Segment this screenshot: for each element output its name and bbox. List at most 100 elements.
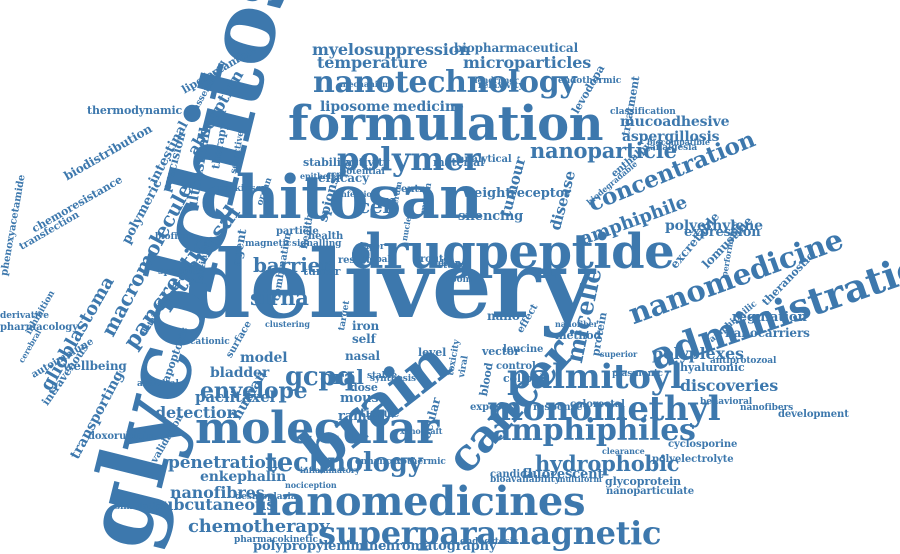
word-parkinson: parkinson — [218, 184, 268, 194]
word-enhancer: enhancer — [355, 457, 402, 467]
word-receptor: receptor — [510, 186, 571, 201]
word-drugpeptide: drugpeptide — [350, 224, 675, 280]
word-centre: centre — [395, 184, 431, 195]
word-temperature: temperature — [317, 53, 428, 72]
word-stability: stability — [303, 156, 353, 169]
word-barrier: barrier — [253, 253, 331, 277]
word-behavioral: behavioral — [700, 397, 753, 407]
word-penetration: penetration — [168, 453, 278, 473]
word-weight: weight — [463, 186, 512, 201]
word-antiprotozoal: antiprotozoal — [710, 356, 777, 366]
word-biocompatible: biocompatible — [647, 137, 710, 147]
word-expression: expression — [684, 225, 761, 240]
word-delivery: delivery — [185, 230, 594, 340]
word-method: method — [555, 329, 602, 342]
word-bladder: bladder — [210, 365, 270, 381]
word-exothermic: exothermic — [390, 457, 446, 467]
word-cell: cell — [358, 194, 398, 218]
word-liposome: liposome — [320, 99, 390, 115]
word-pharmacokinetic: pharmacokinetic — [234, 535, 318, 545]
word-model: model — [240, 350, 288, 366]
word-sirna: sirna — [250, 285, 309, 310]
word-envelope: envelope — [200, 378, 308, 404]
word-mechanism: mechanism — [340, 79, 391, 89]
word-inflammatory: inflammatory — [300, 465, 360, 475]
word-wellbeing: wellbeing — [63, 359, 127, 373]
word-xenograft: xenograft — [400, 426, 443, 436]
word-polymer: polymer — [337, 140, 481, 178]
word-chemotherapy: chemotherapy — [188, 516, 330, 537]
word-nano: nano — [487, 309, 520, 323]
word-multiform: multiform — [557, 474, 602, 484]
word-vector: vector — [482, 345, 520, 358]
word-health: health — [308, 231, 344, 242]
word-colloid: colloid — [503, 372, 544, 385]
word-formulation: formulation — [288, 96, 604, 152]
word-relaxivity: relaxivity — [478, 81, 524, 91]
word-viral: viral — [457, 354, 471, 379]
word-cyclosporine: cyclosporine — [668, 439, 738, 450]
word-monomethyl: monomethyl — [487, 389, 721, 429]
word-drop: drop — [438, 259, 461, 269]
word-technology: technology — [265, 448, 423, 478]
word-control: control — [496, 361, 536, 372]
word-medicine: medicine — [393, 99, 464, 115]
word-tissue: tissue — [360, 406, 400, 420]
word-raman: raman — [338, 409, 385, 424]
word-hyaluronic: hyaluronic — [680, 361, 745, 374]
word-specific: specific — [158, 266, 201, 277]
word-level: level — [418, 346, 447, 359]
word-cerebral: cerebral — [16, 327, 44, 365]
word-mucoadhesive: mucoadhesive — [620, 114, 730, 130]
word-aspergillosis: aspergillosis — [622, 129, 720, 145]
word-nanofibers: nanofibers — [740, 403, 794, 413]
word-result: result — [338, 255, 371, 266]
word-dendrimer: dendrimer — [472, 75, 519, 85]
word-clustering: clustering — [265, 319, 310, 329]
word-biofilms: biofilms — [155, 232, 196, 242]
word-study: study — [438, 261, 465, 271]
word-activity: activity — [345, 156, 390, 169]
word-self: self — [352, 332, 376, 346]
word-superparamagnetic: superparamagnetic — [318, 514, 662, 552]
word-microparticles: microparticles — [463, 53, 592, 72]
word-glycoprotein: glycoprotein — [605, 475, 682, 488]
word-nanomedicines: nanomedicines — [252, 478, 586, 525]
word-response: response — [533, 402, 583, 413]
word-polyethylene: polyethylene — [665, 218, 763, 234]
word-classification: classification — [610, 107, 676, 117]
word-bioavailability: bioavailability — [490, 475, 560, 485]
word-room: room — [446, 275, 472, 285]
word-leucine: leucine — [503, 344, 544, 355]
word-candida: candida — [490, 469, 534, 480]
word-nanoparticle: nanoparticle — [530, 138, 677, 163]
word-desmoplasia: desmoplasia — [235, 492, 297, 502]
word-epithelial: epithelial — [300, 171, 342, 181]
word-myelosuppression: myelosuppression — [312, 40, 471, 59]
word-nanoparticulate: nanoparticulate — [606, 486, 694, 497]
word-molecular: molecular — [195, 403, 439, 454]
word-palmitoyl: palmitoyl — [507, 357, 683, 397]
word-endocytosis: endocytosis — [460, 537, 518, 547]
word-hydrophobic: hydrophobic — [535, 451, 680, 476]
word-mouse: mouse — [340, 391, 387, 406]
word-nociception: nociception — [285, 480, 337, 490]
word-thermodynamic: thermodynamic — [87, 104, 183, 117]
word-development: development — [778, 409, 849, 420]
word-disease: disease — [546, 168, 580, 233]
word-nasal: nasal — [345, 349, 380, 363]
word-chitosan: chitosan — [200, 163, 483, 233]
word-derivative: derivative — [0, 311, 49, 321]
word-enkephalin: enkephalin — [200, 469, 287, 485]
word-infection: infection — [338, 189, 378, 199]
word-nanofiber: nanofiber — [555, 319, 598, 329]
word-plasmonic: plasmonic — [612, 369, 663, 379]
word-polypropylenimine: polypropylenimine — [253, 539, 387, 554]
word-nanotechnology: nanotechnology — [313, 65, 577, 100]
word-analgesia: analgesia — [650, 143, 698, 153]
word-polyplexes: polyplexes — [652, 344, 744, 363]
word-material: material — [433, 156, 485, 169]
word-silencing: silencing — [458, 209, 524, 224]
word-paclitaxel: paclitaxel — [195, 388, 276, 406]
